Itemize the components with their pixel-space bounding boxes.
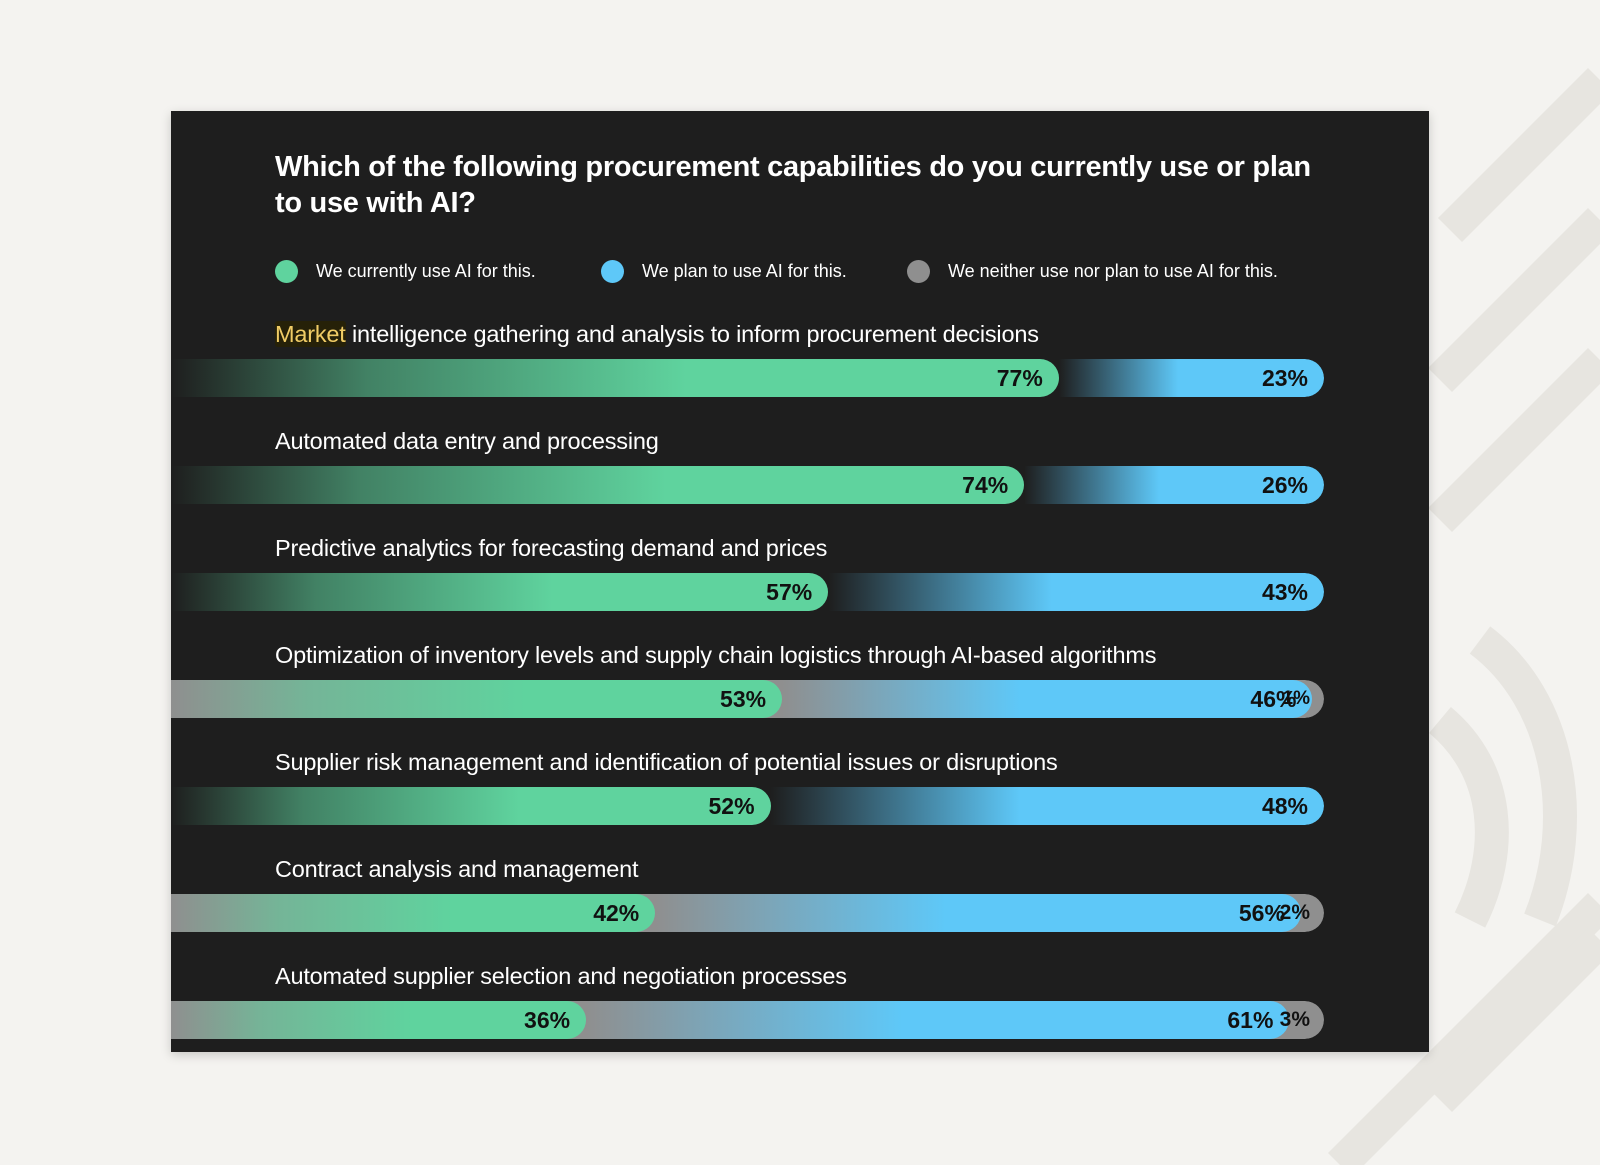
legend-label-plan: We plan to use AI for this. xyxy=(642,260,847,281)
row-label: Predictive analytics for forecasting dem… xyxy=(275,533,827,563)
row-label: Contract analysis and management xyxy=(275,854,638,884)
value-label-plan: 43% xyxy=(1261,579,1308,605)
value-label-neither: 1% xyxy=(1282,688,1310,709)
bar-segment-current xyxy=(171,1001,587,1039)
value-label-current: 57% xyxy=(766,579,813,605)
row-label: Automated supplier selection and negotia… xyxy=(275,961,847,991)
bar-track: 53% 46% 1% xyxy=(171,680,1324,718)
row-label-text: Automated data entry and processing xyxy=(275,428,659,454)
row-label: Market intelligence gathering and analys… xyxy=(275,319,1039,349)
value-label-plan: 23% xyxy=(1261,365,1308,391)
row-label: Supplier risk management and identificat… xyxy=(275,747,1058,777)
value-label-current: 74% xyxy=(962,472,1009,498)
value-label-neither: 3% xyxy=(1279,1008,1310,1031)
row-label-text: Optimization of inventory levels and sup… xyxy=(275,642,1157,668)
bar-track: 57% 43% xyxy=(171,573,1324,611)
bar-segment-current xyxy=(171,359,1059,397)
legend-item-neither: We neither use nor plan to use AI for th… xyxy=(907,258,1278,284)
legend-dot-plan-icon xyxy=(601,259,624,283)
value-label-current: 52% xyxy=(708,793,755,819)
row-label-text: Predictive analytics for forecasting dem… xyxy=(275,535,828,561)
value-label-plan: 48% xyxy=(1261,793,1308,819)
value-label-plan: 26% xyxy=(1261,472,1308,498)
row-label: Automated data entry and processing xyxy=(275,426,659,456)
legend-item-current: We currently use AI for this. xyxy=(275,258,536,284)
chart-card: Which of the following procurement capab… xyxy=(171,111,1429,1052)
value-label-plan: 56% xyxy=(1238,900,1285,926)
bar-track: 36% 61% 3% xyxy=(171,1001,1324,1039)
value-label-current: 36% xyxy=(524,1007,571,1033)
row-label: Optimization of inventory levels and sup… xyxy=(275,640,1156,670)
value-label-current: 42% xyxy=(593,900,640,926)
row-label-text: Contract analysis and management xyxy=(275,856,639,882)
bar-track: 74% 26% xyxy=(171,466,1324,504)
legend-item-plan: We plan to use AI for this. xyxy=(601,258,847,284)
bar-segment-current xyxy=(171,680,783,718)
row-label-text: Supplier risk management and identificat… xyxy=(275,749,1058,775)
value-label-plan: 61% xyxy=(1227,1007,1274,1033)
legend-label-current: We currently use AI for this. xyxy=(316,260,536,281)
bar-track: 52% 48% xyxy=(171,787,1324,825)
legend-label-neither: We neither use nor plan to use AI for th… xyxy=(948,260,1278,281)
legend-dot-neither-icon xyxy=(907,259,930,283)
bar-segment-current xyxy=(171,894,656,932)
legend-dot-current-icon xyxy=(275,259,298,283)
row-label-text: Automated supplier selection and negotia… xyxy=(275,963,847,989)
bar-segment-current xyxy=(171,466,1025,504)
bar-segment-current xyxy=(171,573,829,611)
bar-track: 42% 56% 2% xyxy=(171,894,1324,932)
value-label-neither: 2% xyxy=(1279,901,1310,924)
value-label-plan: 46% xyxy=(1250,686,1297,712)
row-label-text: intelligence gathering and analysis to i… xyxy=(351,321,1039,347)
chart-title: Which of the following procurement capab… xyxy=(275,151,1311,219)
row-label-highlight: Market xyxy=(275,321,346,347)
bar-track: 77% 23% xyxy=(171,359,1324,397)
value-label-current: 53% xyxy=(720,686,767,712)
value-label-current: 77% xyxy=(996,365,1043,391)
bar-segment-current xyxy=(171,787,771,825)
